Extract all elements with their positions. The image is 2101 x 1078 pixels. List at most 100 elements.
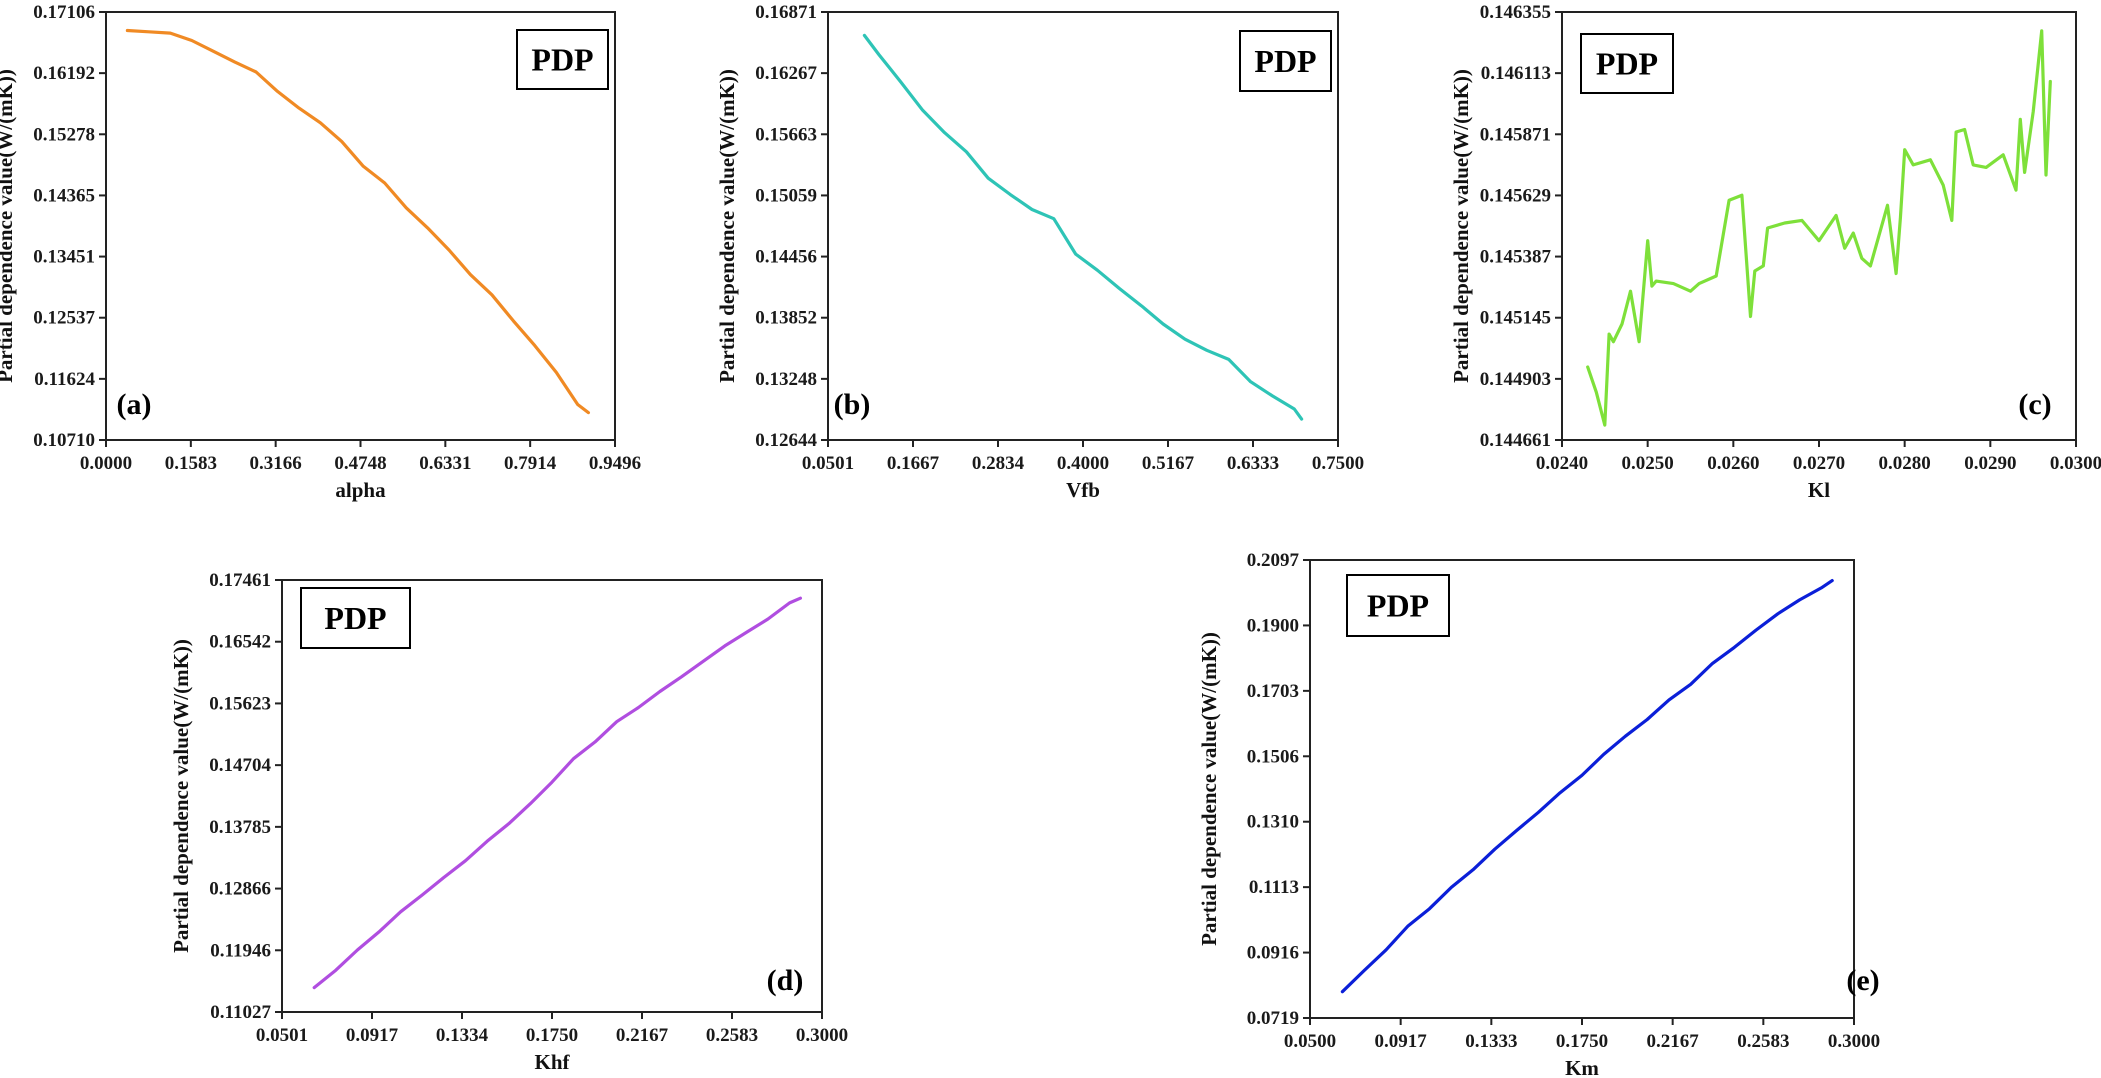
- y-tick-label: 0.13451: [33, 247, 95, 268]
- y-tick-label: 0.12644: [755, 430, 817, 451]
- x-tick-label: 0.2583: [706, 1025, 758, 1046]
- y-tick-label: 0.145871: [1480, 124, 1551, 145]
- y-tick-label: 0.15059: [755, 185, 817, 206]
- y-axis-title: Partial dependence value(W/(mK)): [0, 69, 17, 383]
- x-tick-label: 0.6333: [1227, 453, 1279, 474]
- y-tick-label: 0.15623: [209, 693, 271, 714]
- y-tick-label: 0.12866: [209, 879, 271, 900]
- x-tick-label: 0.0260: [1707, 453, 1759, 474]
- series-line-0: [862, 33, 1304, 421]
- x-tick-label: 0.9496: [589, 453, 641, 474]
- x-tick-label: 0.1334: [436, 1025, 489, 1046]
- x-tick-label: 0.3000: [1828, 1031, 1880, 1052]
- x-tick-label: 0.1583: [165, 453, 217, 474]
- x-tick-label: 0.5167: [1142, 453, 1195, 474]
- x-tick-label: 0.3000: [796, 1025, 848, 1046]
- y-axis-title: Partial dependence value(W/(mK)): [1449, 69, 1473, 383]
- x-tick-label: 0.0000: [80, 453, 132, 474]
- x-tick-label: 0.0917: [1375, 1031, 1428, 1052]
- x-tick-label: 0.6331: [419, 453, 471, 474]
- x-tick-label: 0.4748: [334, 453, 386, 474]
- y-tick-label: 0.1900: [1247, 615, 1299, 636]
- panel-letter: (c): [2018, 388, 2051, 421]
- y-tick-label: 0.1703: [1247, 681, 1299, 702]
- y-tick-label: 0.14704: [209, 755, 271, 776]
- x-tick-label: 0.2834: [972, 453, 1025, 474]
- y-tick-label: 0.11624: [34, 369, 95, 390]
- legend-label: PDP: [1596, 46, 1658, 82]
- y-tick-label: 0.145629: [1480, 185, 1551, 206]
- x-axis-title: Khf: [534, 1050, 570, 1074]
- y-tick-label: 0.12537: [33, 308, 95, 329]
- x-axis-title: Vfb: [1066, 478, 1100, 502]
- x-tick-label: 0.7914: [504, 453, 557, 474]
- x-tick-label: 0.7500: [1312, 453, 1364, 474]
- chart-panel-a: 0.0000 0.1583 0.3166 0.4748 0.6331 0.7914 0.94…: [0, 2, 641, 502]
- x-tick-label: 0.0290: [1964, 453, 2016, 474]
- y-tick-label: 0.13785: [209, 817, 271, 838]
- chart-panel-c: 0.0240 0.0250 0.0260 0.0270 0.0280 0.0290 0.03…: [1449, 2, 2101, 502]
- y-tick-label: 0.16871: [755, 2, 817, 23]
- x-tick-label: 0.0501: [802, 453, 854, 474]
- x-tick-label: 0.0500: [1284, 1031, 1336, 1052]
- chart-panel-e: 0.0500 0.0917 0.1333 0.1750 0.2167 0.2583 0.30…: [1197, 550, 1880, 1078]
- y-tick-label: 0.17106: [33, 2, 95, 23]
- x-tick-label: 0.1750: [1556, 1031, 1608, 1052]
- x-tick-label: 0.1750: [526, 1025, 578, 1046]
- x-tick-label: 0.0240: [1536, 453, 1588, 474]
- y-tick-label: 0.14456: [755, 247, 817, 268]
- y-tick-label: 0.17461: [209, 570, 271, 591]
- x-tick-label: 0.3166: [250, 453, 302, 474]
- legend-label: PDP: [1367, 588, 1429, 624]
- y-tick-label: 0.15278: [33, 124, 95, 145]
- chart-panel-b: 0.0501 0.1667 0.2834 0.4000 0.5167 0.6333 0.75…: [715, 2, 1364, 502]
- legend-box: [1346, 574, 1450, 637]
- x-tick-label: 0.2167: [616, 1025, 669, 1046]
- y-tick-label: 0.11027: [210, 1002, 271, 1023]
- x-tick-label: 0.0917: [346, 1025, 399, 1046]
- y-tick-label: 0.13852: [755, 308, 817, 329]
- y-tick-label: 0.1113: [1249, 877, 1299, 898]
- y-tick-label: 0.0916: [1247, 943, 1299, 964]
- y-tick-label: 0.144903: [1480, 369, 1551, 390]
- y-tick-label: 0.13248: [755, 369, 817, 390]
- x-tick-label: 0.4000: [1057, 453, 1109, 474]
- x-axis-title: Kl: [1808, 478, 1830, 502]
- y-tick-label: 0.14365: [33, 185, 95, 206]
- y-tick-label: 0.144661: [1480, 430, 1551, 451]
- x-tick-label: 0.1667: [887, 453, 940, 474]
- y-tick-label: 0.145145: [1480, 308, 1551, 329]
- x-tick-label: 0.0501: [256, 1025, 308, 1046]
- x-axis-title: Km: [1565, 1056, 1599, 1078]
- x-tick-label: 0.0250: [1622, 453, 1674, 474]
- x-tick-label: 0.0300: [2050, 453, 2101, 474]
- y-tick-label: 0.16192: [33, 63, 95, 84]
- y-tick-label: 0.145387: [1480, 247, 1552, 268]
- panel-letter: (a): [117, 388, 152, 421]
- legend-box: [516, 29, 609, 90]
- panel-letter: (e): [1846, 964, 1879, 997]
- series-line-0: [125, 28, 591, 415]
- x-tick-label: 0.0280: [1879, 453, 1931, 474]
- y-axis-title: Partial dependence value(W/(mK)): [715, 69, 739, 383]
- series-line-0: [1340, 578, 1834, 994]
- y-tick-label: 0.15663: [755, 124, 817, 145]
- legend-box: [1239, 30, 1332, 92]
- legend-box: [1580, 33, 1674, 94]
- x-tick-label: 0.2583: [1737, 1031, 1789, 1052]
- y-tick-label: 0.0719: [1247, 1008, 1299, 1029]
- chart-panel-d: 0.0501 0.0917 0.1334 0.1750 0.2167 0.2583 0.30…: [169, 570, 848, 1074]
- panel-letter: (d): [767, 964, 804, 997]
- y-tick-label: 0.146355: [1480, 2, 1551, 23]
- y-tick-label: 0.1506: [1247, 746, 1299, 767]
- y-tick-label: 0.16542: [209, 632, 271, 653]
- series-line-0: [312, 596, 803, 990]
- legend-label: PDP: [1254, 43, 1316, 79]
- x-tick-label: 0.1333: [1465, 1031, 1517, 1052]
- y-tick-label: 0.146113: [1481, 63, 1551, 84]
- x-tick-label: 0.0270: [1793, 453, 1845, 474]
- y-axis-title: Partial dependence value(W/(mK)): [169, 639, 193, 953]
- legend-label: PDP: [324, 600, 386, 636]
- legend-label: PDP: [531, 42, 593, 78]
